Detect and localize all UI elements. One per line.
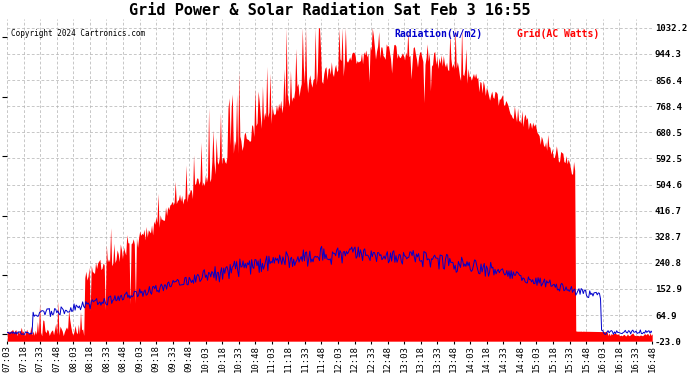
Text: Copyright 2024 Cartronics.com: Copyright 2024 Cartronics.com [10,28,145,38]
Text: Radiation(w/m2): Radiation(w/m2) [394,28,482,39]
Title: Grid Power & Solar Radiation Sat Feb 3 16:55: Grid Power & Solar Radiation Sat Feb 3 1… [129,3,531,18]
Text: Grid(AC Watts): Grid(AC Watts) [517,28,599,39]
